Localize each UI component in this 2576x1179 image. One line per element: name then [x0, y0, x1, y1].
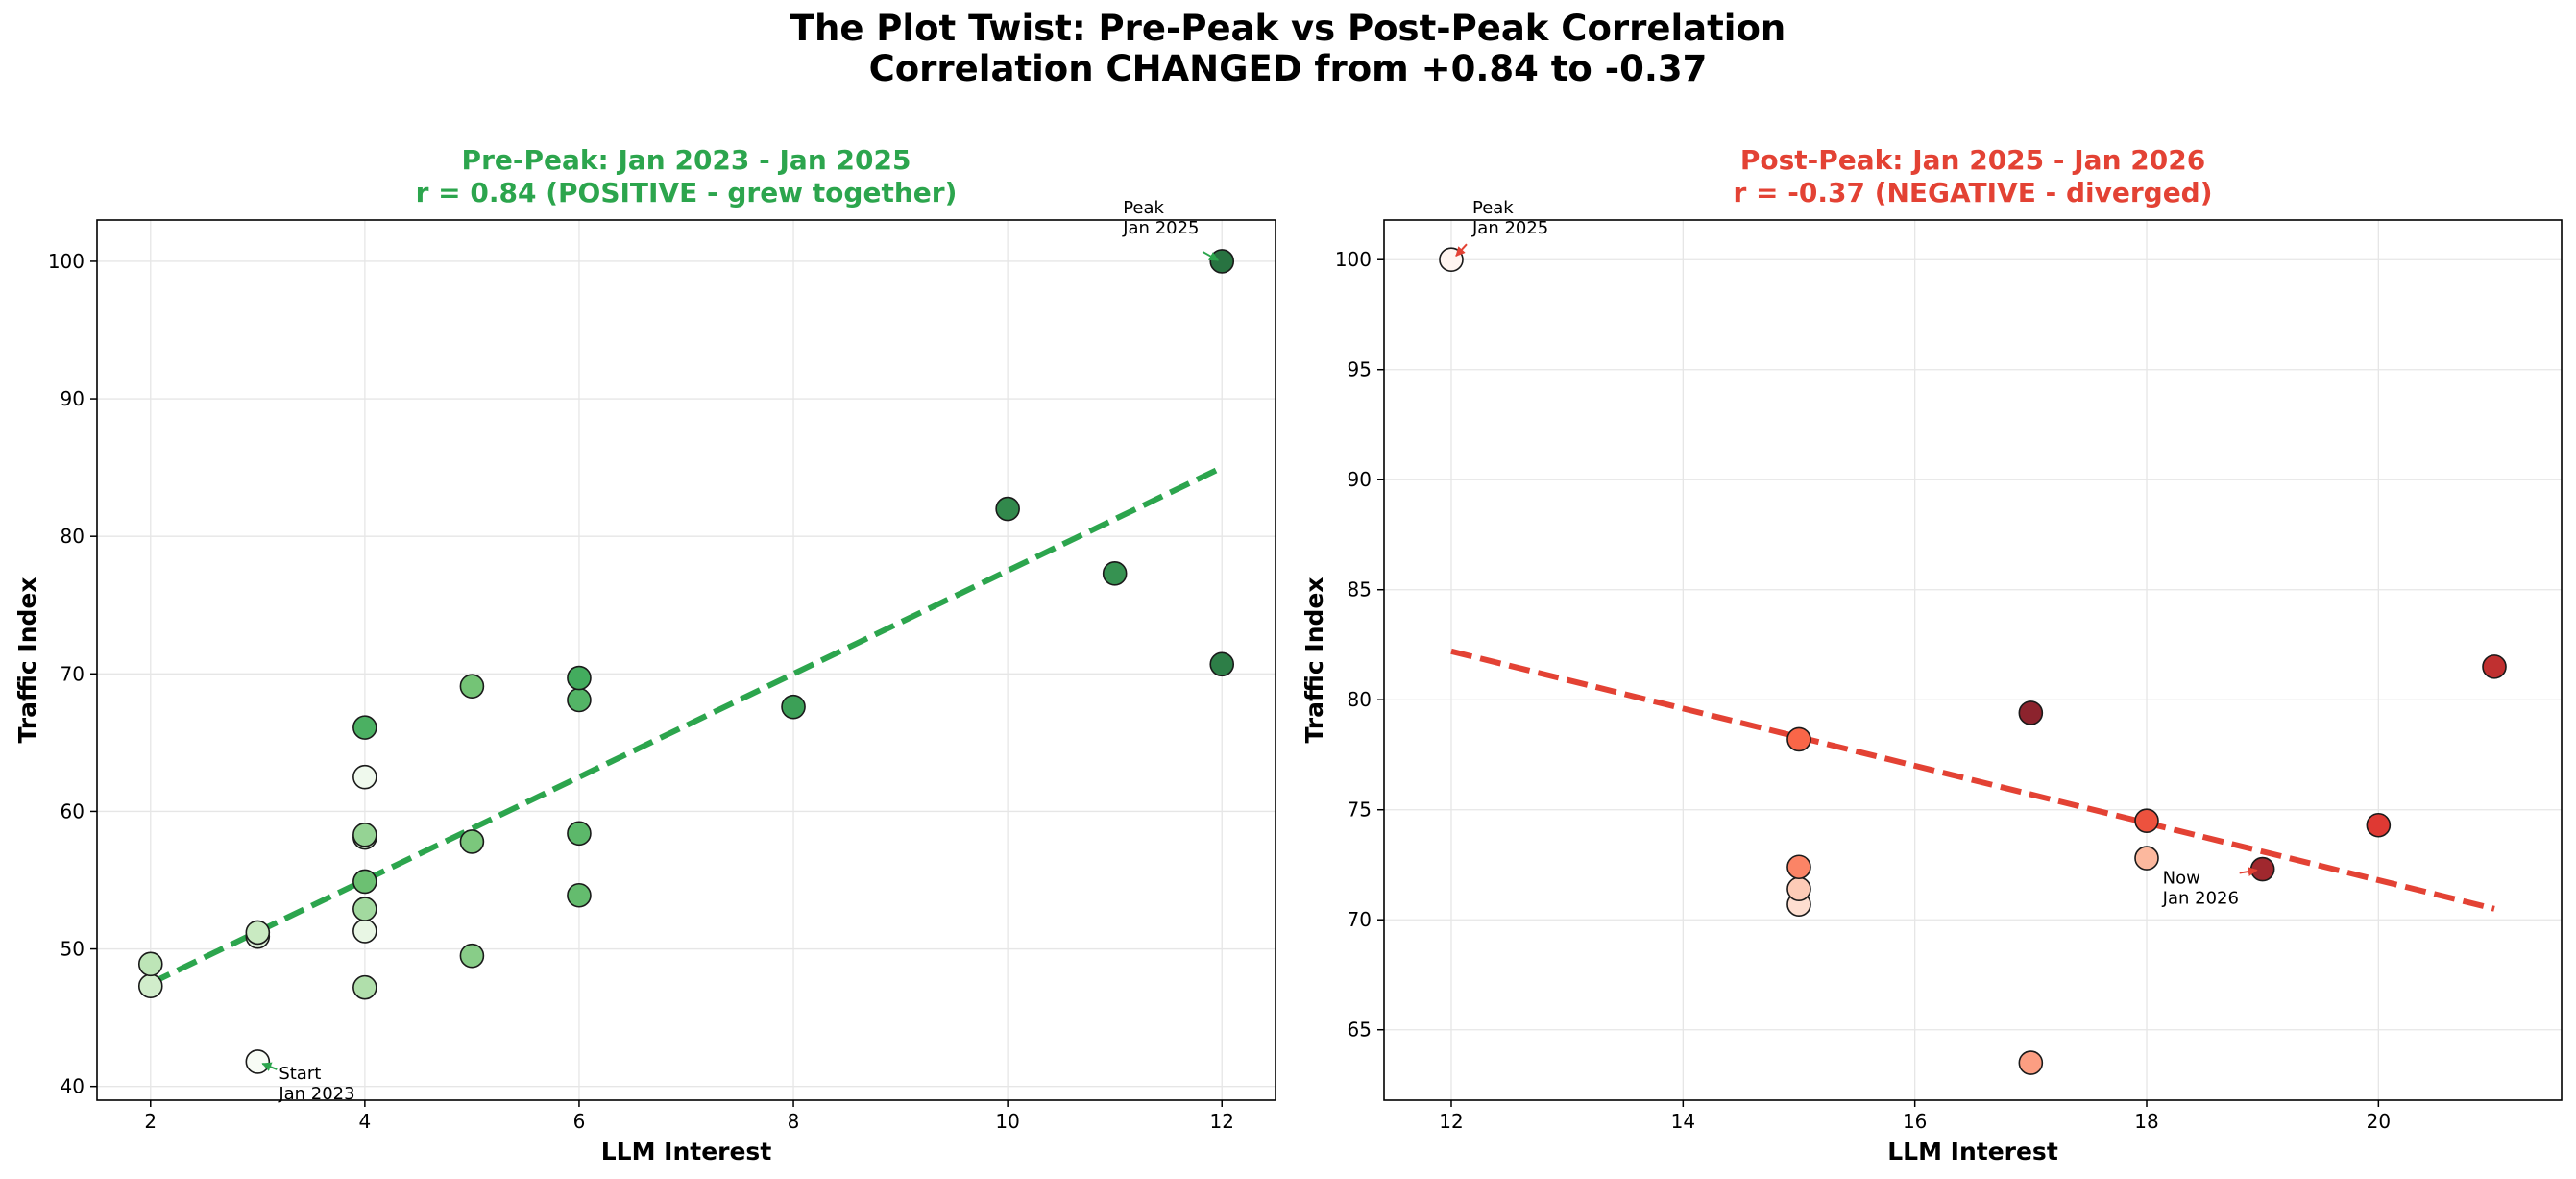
y-tick-label: 100: [1335, 248, 1372, 271]
annotation-label: Start: [279, 1064, 321, 1084]
data-point: [1209, 249, 1235, 274]
y-tick-label: 60: [61, 799, 85, 823]
y-tick-label: 70: [1348, 908, 1372, 931]
annotation-label: Peak: [1123, 198, 1164, 218]
x-tick-label: 10: [995, 1110, 1019, 1133]
x-tick-label: 6: [573, 1110, 586, 1133]
figure-title-line-1: The Plot Twist: Pre-Peak vs Post-Peak Co…: [790, 8, 1786, 49]
data-point: [352, 974, 377, 1000]
data-point: [1209, 651, 1235, 677]
x-tick-label: 20: [2367, 1110, 2391, 1133]
annotation-label: Jan 2025: [1122, 218, 1199, 238]
data-point: [1786, 876, 1811, 901]
y-tick-label: 50: [61, 938, 85, 961]
panel-title: Post-Peak: Jan 2025 - Jan 2026: [1740, 144, 2205, 176]
y-tick-label: 90: [1348, 468, 1372, 491]
data-point: [2249, 856, 2275, 882]
data-point: [2366, 812, 2392, 838]
data-point: [2018, 700, 2044, 725]
data-point: [352, 822, 377, 847]
y-tick-label: 40: [61, 1075, 85, 1098]
data-point: [245, 920, 271, 946]
x-tick-label: 2: [144, 1110, 157, 1133]
data-point: [137, 973, 163, 999]
data-point: [245, 1049, 271, 1074]
figure-title-line-2: Correlation CHANGED from +0.84 to -0.37: [868, 48, 1708, 89]
x-tick-label: 16: [1903, 1110, 1927, 1133]
data-point: [352, 897, 377, 921]
annotation-label: Jan 2026: [2162, 889, 2239, 909]
data-point: [567, 882, 592, 908]
panel-subtitle: r = 0.84 (POSITIVE - grew together): [416, 177, 958, 209]
annotation-label: Now: [2163, 869, 2200, 889]
data-point: [567, 687, 592, 713]
y-axis-label: Traffic Index: [13, 577, 41, 744]
x-axis-label: LLM Interest: [601, 1138, 772, 1166]
data-point: [352, 919, 377, 944]
data-point: [459, 943, 485, 969]
x-tick-label: 12: [1210, 1110, 1234, 1133]
data-point: [2134, 846, 2159, 871]
data-point: [2134, 808, 2159, 833]
x-tick-label: 4: [358, 1110, 371, 1133]
trend-line: [1450, 648, 2495, 912]
y-tick-label: 80: [61, 525, 85, 548]
data-point: [1786, 726, 1811, 752]
panel-title: Pre-Peak: Jan 2023 - Jan 2025: [462, 144, 911, 176]
data-point: [1102, 561, 1128, 586]
annotation-label: Jan 2025: [1471, 218, 1548, 238]
data-point: [352, 869, 377, 895]
x-tick-label: 12: [1439, 1110, 1463, 1133]
annotation-arrow: [1202, 251, 1220, 261]
x-tick-label: 18: [2134, 1110, 2158, 1133]
x-axis-label: LLM Interest: [1887, 1138, 2058, 1166]
data-point: [781, 694, 806, 720]
x-tick-label: 14: [1671, 1110, 1695, 1133]
annotation-label: Jan 2023: [278, 1084, 354, 1104]
y-tick-label: 100: [48, 250, 85, 273]
y-tick-label: 65: [1348, 1019, 1372, 1042]
axes-frame: [96, 219, 1276, 1101]
data-point: [459, 829, 485, 854]
data-point: [567, 665, 592, 691]
data-point: [459, 674, 485, 699]
annotation-arrow: [1455, 243, 1468, 257]
annotation-label: Peak: [1472, 198, 1514, 218]
y-tick-label: 80: [1348, 688, 1372, 711]
y-tick-label: 90: [61, 387, 85, 410]
y-tick-label: 70: [61, 662, 85, 685]
y-tick-label: 95: [1348, 358, 1372, 381]
trend-line: [149, 464, 1224, 987]
annotation-arrow: [261, 1062, 278, 1071]
data-point: [995, 496, 1020, 522]
data-point: [1786, 854, 1811, 880]
data-point: [2482, 654, 2507, 679]
chart-panel-post-peak: 12 14 16 18 20 65 70 75 80 85 90 95 100 LLM Interest T…: [1300, 144, 2563, 1166]
panel-subtitle: r = -0.37 (NEGATIVE - diverged): [1733, 177, 2212, 209]
data-point: [2018, 1050, 2044, 1075]
y-tick-label: 75: [1348, 798, 1372, 822]
data-point: [137, 951, 163, 977]
chart-panel-pre-peak: 2 4 6 8 10 12 40 50 60 70 80 90 100 LLM Interest Traff…: [13, 144, 1276, 1166]
data-point: [567, 821, 592, 847]
data-point: [352, 715, 377, 740]
annotation-arrow: [2239, 867, 2258, 876]
x-tick-label: 8: [788, 1110, 800, 1133]
y-axis-label: Traffic Index: [1300, 577, 1328, 744]
axes-frame: [1383, 219, 2563, 1101]
data-point: [352, 764, 377, 790]
y-tick-label: 85: [1348, 578, 1372, 602]
